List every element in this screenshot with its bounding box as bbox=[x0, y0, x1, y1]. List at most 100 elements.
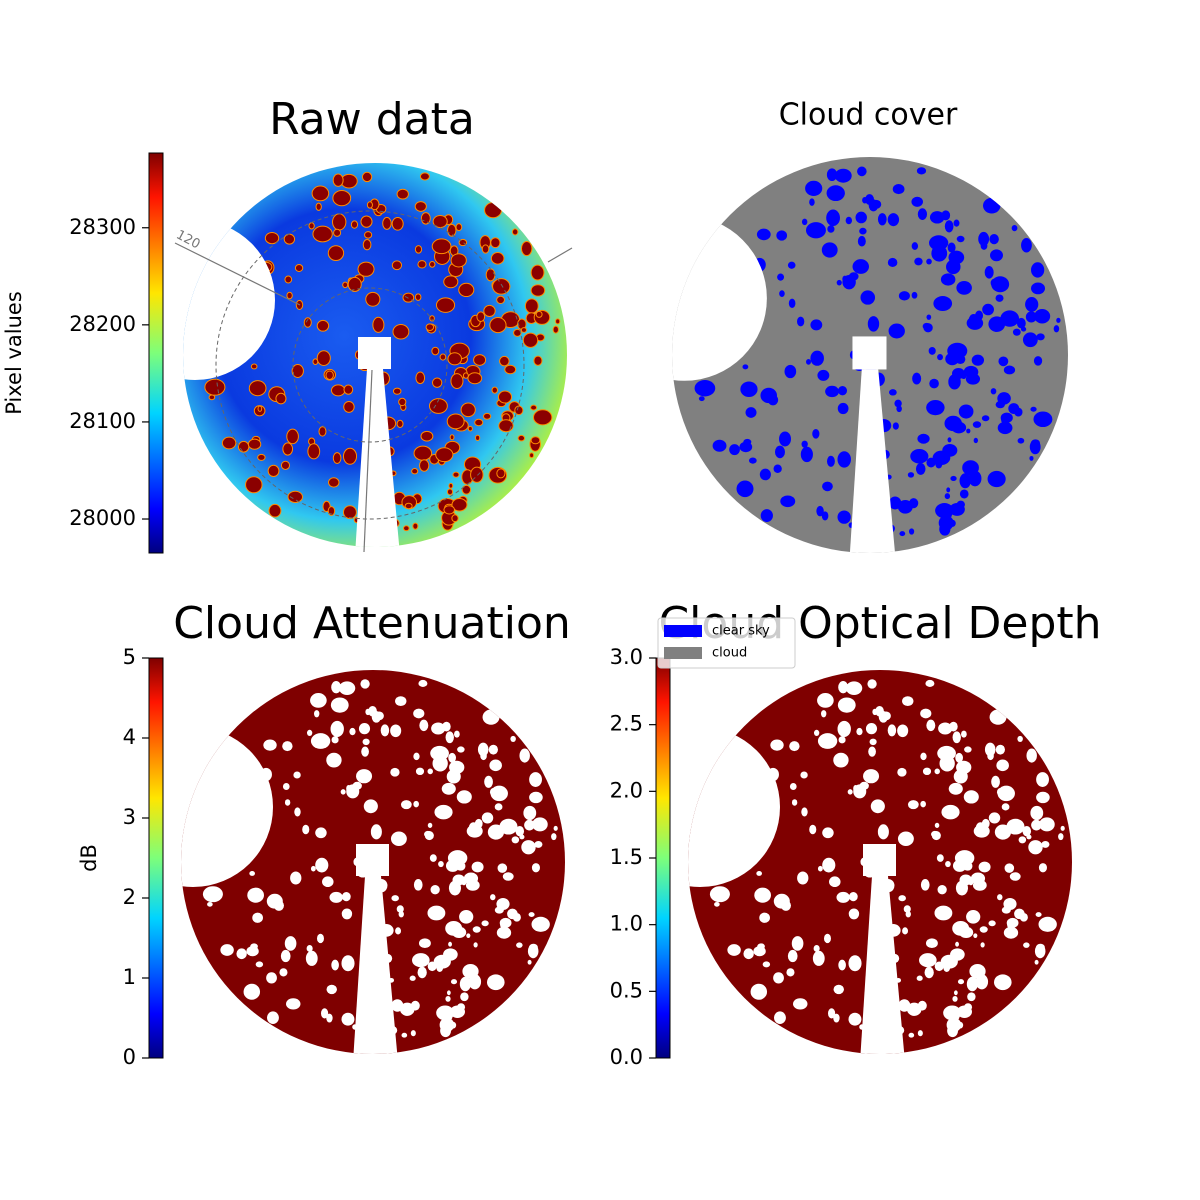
sky-blob bbox=[531, 916, 550, 932]
sky-blob bbox=[466, 933, 471, 939]
sky-blob bbox=[956, 760, 972, 774]
sky-blob bbox=[446, 413, 465, 430]
sky-blob bbox=[1036, 333, 1045, 341]
sky-blob bbox=[396, 419, 404, 428]
sky-blob bbox=[1034, 959, 1039, 965]
sky-blob bbox=[830, 877, 839, 887]
sky-blob bbox=[413, 752, 420, 761]
sky-blob bbox=[435, 297, 456, 313]
sky-blob bbox=[520, 241, 533, 257]
sky-blob bbox=[961, 730, 967, 738]
sky-blob bbox=[450, 979, 458, 985]
sky-blob bbox=[446, 488, 454, 496]
sky-blob bbox=[912, 372, 922, 385]
colorbar-tick-label: 0 bbox=[123, 1045, 136, 1069]
sky-blob bbox=[307, 443, 321, 460]
sky-blob bbox=[391, 260, 403, 271]
sky-blob bbox=[964, 746, 972, 753]
sky-blob bbox=[920, 752, 927, 761]
sky-blob bbox=[342, 505, 357, 520]
sky-blob bbox=[978, 231, 990, 247]
sky-blob bbox=[531, 863, 540, 873]
colorbar-tick-label: 4 bbox=[123, 725, 136, 749]
sky-blob bbox=[439, 353, 447, 361]
sky-blob bbox=[415, 767, 425, 776]
sky-blob bbox=[315, 202, 322, 211]
sky-blob bbox=[907, 472, 915, 478]
sky-blob bbox=[404, 502, 413, 510]
sky-blob bbox=[1003, 365, 1016, 375]
sky-blob bbox=[956, 1005, 972, 1018]
sky-blob bbox=[417, 260, 427, 269]
panel-title: Cloud Attenuation bbox=[173, 598, 571, 649]
sky-blob bbox=[291, 364, 304, 378]
sky-blob bbox=[372, 316, 385, 333]
sky-blob bbox=[821, 710, 827, 718]
sky-blob bbox=[837, 451, 851, 468]
mask bbox=[358, 337, 391, 369]
sky-blob bbox=[484, 202, 503, 219]
sky-blob bbox=[932, 450, 951, 465]
sky-blob bbox=[937, 885, 947, 895]
sky-blob bbox=[853, 784, 867, 799]
sky-blob bbox=[988, 920, 996, 927]
sky-blob bbox=[899, 531, 906, 537]
sky-blob bbox=[490, 894, 496, 901]
sky-blob bbox=[476, 311, 486, 322]
sky-blob bbox=[968, 470, 982, 487]
sky-blob bbox=[350, 220, 359, 229]
colorbar-tick-label: 2 bbox=[123, 885, 136, 909]
sky-blob bbox=[810, 350, 824, 366]
sky-blob bbox=[461, 484, 472, 495]
sky-blob bbox=[315, 827, 327, 839]
sky-blob bbox=[202, 886, 223, 903]
sky-blob bbox=[1018, 836, 1027, 844]
sky-blob bbox=[848, 908, 860, 920]
sky-blob bbox=[390, 767, 400, 777]
sky-blob bbox=[922, 767, 932, 776]
sky-blob bbox=[529, 452, 535, 459]
sky-blob bbox=[788, 298, 796, 309]
sky-blob bbox=[392, 387, 402, 395]
sky-blob bbox=[449, 434, 455, 441]
sky-blob bbox=[791, 936, 804, 951]
sky-blob bbox=[482, 709, 500, 725]
sky-blob bbox=[427, 822, 433, 828]
sky-blob bbox=[1001, 975, 1010, 985]
sky-blob bbox=[1030, 439, 1040, 447]
sky-blob bbox=[368, 705, 377, 717]
sky-blob bbox=[284, 799, 291, 806]
sky-blob bbox=[306, 729, 313, 737]
sky-blob bbox=[330, 720, 344, 738]
sky-blob bbox=[940, 273, 956, 286]
sky-blob bbox=[987, 751, 994, 761]
sky-blob bbox=[982, 197, 1001, 214]
sky-blob bbox=[451, 497, 468, 512]
sky-blob bbox=[865, 722, 878, 735]
sky-blob bbox=[357, 261, 375, 277]
sky-blob bbox=[403, 525, 410, 532]
sky-blob bbox=[842, 274, 856, 290]
sky-blob bbox=[727, 944, 741, 956]
sky-blob bbox=[331, 736, 339, 744]
sky-blob bbox=[204, 378, 226, 396]
colorbar-tick-label: 0.5 bbox=[610, 978, 643, 1002]
sky-blob bbox=[332, 213, 347, 231]
sky-blob bbox=[449, 760, 465, 774]
sky-blob bbox=[920, 879, 930, 891]
sky-blob bbox=[473, 942, 478, 948]
sky-blob bbox=[837, 402, 849, 415]
sky-blob bbox=[997, 421, 1013, 435]
sky-blob bbox=[326, 984, 337, 995]
sky-blob bbox=[968, 879, 974, 886]
sky-blob bbox=[415, 371, 426, 385]
sky-blob bbox=[343, 400, 355, 413]
sky-blob bbox=[902, 696, 914, 707]
sky-blob bbox=[315, 857, 329, 873]
sky-blob bbox=[273, 900, 284, 911]
sky-blob bbox=[455, 223, 463, 232]
sky-blob bbox=[286, 428, 299, 445]
sky-blob bbox=[382, 216, 392, 230]
sky-blob bbox=[982, 303, 994, 316]
sky-blob bbox=[767, 394, 779, 406]
